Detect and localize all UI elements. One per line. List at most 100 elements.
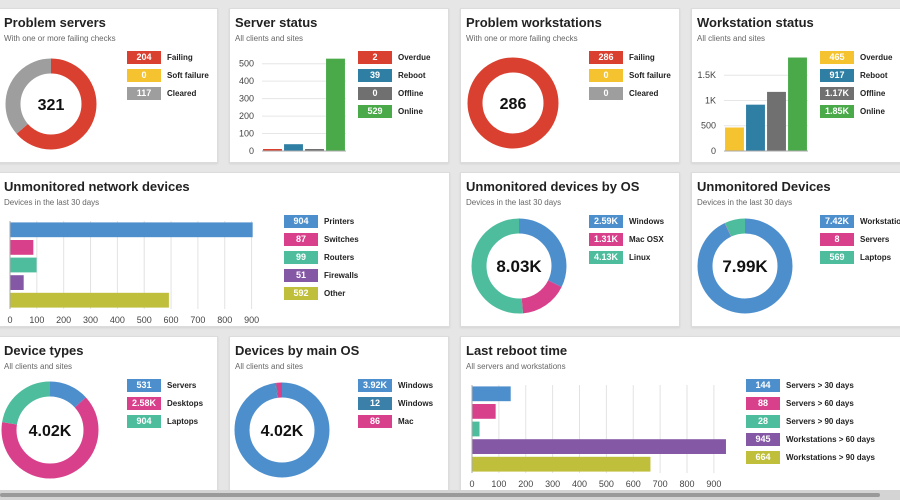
x-tick-label: 600 <box>164 315 179 325</box>
card-workstation-status[interactable]: Workstation status All clients and sites… <box>691 8 900 163</box>
donut-slice-laptops[interactable] <box>1 381 99 479</box>
legend-item-desktops[interactable]: 2.58K Desktops <box>127 397 203 410</box>
legend-item-failing[interactable]: 286 Failing <box>589 51 671 64</box>
legend-item-workstations-90-days[interactable]: 664 Workstations > 90 days <box>746 451 875 464</box>
card-problem-servers[interactable]: Problem servers With one or more failing… <box>0 8 218 163</box>
card-last-reboot[interactable]: Last reboot time All servers and worksta… <box>460 336 900 496</box>
legend-value: 531 <box>127 379 161 392</box>
bar-firewalls[interactable] <box>10 275 24 290</box>
y-tick-label: 200 <box>239 111 254 121</box>
card-unmonitored-os[interactable]: Unmonitored devices by OS Devices in the… <box>460 172 680 327</box>
legend-item-windows[interactable]: 12 Windows <box>358 397 433 410</box>
legend-label: Overdue <box>398 53 431 62</box>
problem-servers-donut[interactable]: 321 <box>0 54 109 159</box>
legend-label: Servers > 60 days <box>786 399 854 408</box>
legend-item-reboot[interactable]: 917 Reboot <box>820 69 892 82</box>
legend-item-printers[interactable]: 904 Printers <box>284 215 359 228</box>
card-devices-main-os[interactable]: Devices by main OS All clients and sites… <box>229 336 449 496</box>
donut-center-total: 4.02K <box>29 423 72 440</box>
card-unmonitored-devices[interactable]: Unmonitored Devices Devices in the last … <box>691 172 900 327</box>
legend-item-offline[interactable]: 0 Offline <box>358 87 430 100</box>
scrollbar-thumb[interactable] <box>0 493 880 497</box>
donut-slice-mac[interactable] <box>234 382 330 478</box>
bar-overdue[interactable] <box>263 149 282 151</box>
legend-item-offline[interactable]: 1.17K Offline <box>820 87 892 100</box>
card-unmonitored-network[interactable]: Unmonitored network devices Devices in t… <box>0 172 450 327</box>
bar-workstations-60-days[interactable] <box>472 439 726 454</box>
bar-servers-30-days[interactable] <box>472 386 511 402</box>
bar-workstations-90-days[interactable] <box>472 456 651 472</box>
legend-item-servers[interactable]: 531 Servers <box>127 379 203 392</box>
legend-item-workstations-60-days[interactable]: 945 Workstations > 60 days <box>746 433 875 446</box>
legend: 3.92K Windows 12 Windows 86 Mac <box>358 379 433 433</box>
card-subtitle: Devices in the last 30 days <box>466 198 562 207</box>
problem-workstations-donut[interactable]: 286 <box>461 54 571 159</box>
legend-item-laptops[interactable]: 904 Laptops <box>127 415 203 428</box>
legend-item-soft-failure[interactable]: 0 Soft failure <box>127 69 209 82</box>
card-device-types[interactable]: Device types All clients and sites 4.02K… <box>0 336 218 496</box>
card-title: Devices by main OS <box>235 343 360 358</box>
x-tick-label: 700 <box>190 315 205 325</box>
card-server-status[interactable]: Server status All clients and sites 0 100… <box>229 8 449 163</box>
legend-item-workstations[interactable]: 7.42K Workstations <box>820 215 900 228</box>
donut-slice-desktops[interactable] <box>1 381 99 479</box>
server-status-bar-chart[interactable]: 0 100 200 300 400 500 <box>230 49 350 161</box>
legend-item-servers-60-days[interactable]: 88 Servers > 60 days <box>746 397 875 410</box>
legend-value: 8 <box>820 233 854 246</box>
donut-slice-failing[interactable] <box>467 57 559 149</box>
bar-online[interactable] <box>788 57 807 151</box>
legend-item-cleared[interactable]: 117 Cleared <box>127 87 209 100</box>
legend-item-online[interactable]: 1.85K Online <box>820 105 892 118</box>
devices-main-os-donut[interactable]: 4.02K <box>230 379 340 491</box>
bar-overdue[interactable] <box>725 127 744 151</box>
bar-other[interactable] <box>10 292 169 308</box>
legend-item-mac-osx[interactable]: 1.31K Mac OSX <box>589 233 664 246</box>
legend-item-routers[interactable]: 99 Routers <box>284 251 359 264</box>
legend-label: Online <box>860 107 885 116</box>
donut-slice-linux[interactable] <box>471 218 567 314</box>
legend-item-reboot[interactable]: 39 Reboot <box>358 69 430 82</box>
legend-item-overdue[interactable]: 465 Overdue <box>820 51 892 64</box>
legend-item-windows[interactable]: 3.92K Windows <box>358 379 433 392</box>
device-types-donut[interactable]: 4.02K <box>0 379 109 491</box>
legend-item-cleared[interactable]: 0 Cleared <box>589 87 671 100</box>
bar-reboot[interactable] <box>284 144 303 151</box>
bar-servers-60-days[interactable] <box>472 404 496 419</box>
last-reboot-bar-chart[interactable]: 0 100 200 300 400 500 600 700 800 900 <box>461 379 736 491</box>
legend-item-laptops[interactable]: 569 Laptops <box>820 251 900 264</box>
legend-label: Switches <box>324 235 359 244</box>
legend-item-servers-90-days[interactable]: 28 Servers > 90 days <box>746 415 875 428</box>
bar-printers[interactable] <box>10 222 253 238</box>
legend-item-failing[interactable]: 204 Failing <box>127 51 209 64</box>
card-problem-workstations[interactable]: Problem workstations With one or more fa… <box>460 8 680 163</box>
donut-slice-laptops[interactable] <box>697 218 793 314</box>
unmonitored-network-bar-chart[interactable]: 0 100 200 300 400 500 600 700 800 900 <box>0 215 279 327</box>
legend-item-switches[interactable]: 87 Switches <box>284 233 359 246</box>
bar-reboot[interactable] <box>746 104 765 151</box>
legend-item-linux[interactable]: 4.13K Linux <box>589 251 664 264</box>
legend-item-soft-failure[interactable]: 0 Soft failure <box>589 69 671 82</box>
x-tick-label: 900 <box>706 479 721 489</box>
legend-item-servers-30-days[interactable]: 144 Servers > 30 days <box>746 379 875 392</box>
donut-slice-cleared[interactable] <box>5 58 97 150</box>
legend-item-mac[interactable]: 86 Mac <box>358 415 433 428</box>
x-tick-label: 400 <box>572 479 587 489</box>
legend-item-firewalls[interactable]: 51 Firewalls <box>284 269 359 282</box>
bar-switches[interactable] <box>10 240 34 255</box>
bar-online[interactable] <box>326 58 345 152</box>
legend-item-overdue[interactable]: 2 Overdue <box>358 51 430 64</box>
unmonitored-devices-donut[interactable]: 7.99K <box>692 213 807 323</box>
legend-item-other[interactable]: 592 Other <box>284 287 359 300</box>
legend-item-servers[interactable]: 8 Servers <box>820 233 900 246</box>
legend-item-windows[interactable]: 2.59K Windows <box>589 215 664 228</box>
x-tick-label: 600 <box>626 479 641 489</box>
bar-servers-90-days[interactable] <box>472 421 480 437</box>
legend-item-online[interactable]: 529 Online <box>358 105 430 118</box>
bar-offline[interactable] <box>305 149 324 151</box>
bar-offline[interactable] <box>767 91 786 151</box>
workstation-status-bar-chart[interactable]: 0 500 1K 1.5K <box>692 49 812 161</box>
horizontal-scrollbar[interactable] <box>0 490 900 500</box>
bar-routers[interactable] <box>10 257 37 273</box>
unmonitored-os-donut[interactable]: 8.03K <box>461 213 576 323</box>
legend-value: 117 <box>127 87 161 100</box>
